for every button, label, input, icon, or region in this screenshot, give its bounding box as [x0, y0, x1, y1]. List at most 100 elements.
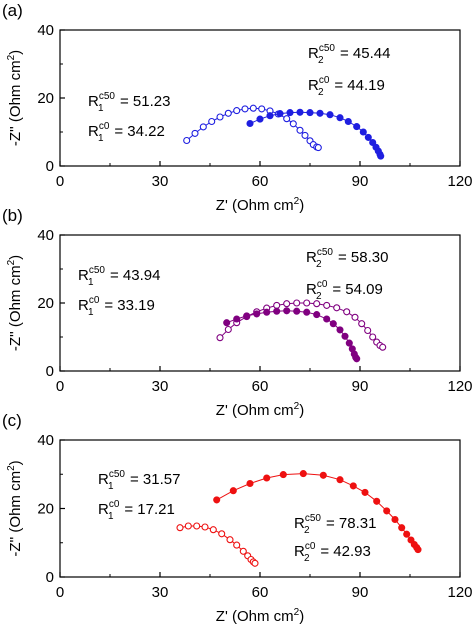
data-point-a-open-4 [216, 113, 224, 121]
data-point-b-filled-10 [323, 315, 331, 323]
data-point-b-filled-4 [263, 308, 271, 316]
y-tick-label-a-0: 0 [46, 158, 54, 175]
x-axis-label-a: Z' (Ohm cm2) [216, 196, 304, 214]
y-tick-label-c-0: 0 [46, 569, 54, 586]
data-point-b-filled-7 [293, 307, 301, 315]
x-tick-label-a-0: 0 [56, 173, 64, 190]
data-point-a-open-2 [199, 123, 207, 131]
data-point-a-filled-18 [377, 152, 385, 160]
data-point-b-open-10 [313, 300, 321, 308]
series-c-filled [213, 470, 422, 554]
data-point-b-filled-3 [253, 310, 261, 318]
y-tick-label-b-0: 0 [46, 363, 54, 380]
data-point-a-filled-9 [336, 114, 344, 122]
x-tick-label-a-60: 60 [252, 173, 269, 190]
y-tick-label-b-20: 20 [37, 295, 54, 312]
annotation-a-r1-c50: Rc50 1 = 51.23 [88, 91, 170, 114]
data-point-a-filled-5 [296, 108, 304, 116]
x-tick-label-b-0: 0 [56, 378, 64, 395]
y-axis-label-b: -Z'' (Ohm cm2) [6, 255, 24, 351]
data-point-b-filled-0 [223, 319, 231, 327]
series-a-filled [246, 108, 385, 160]
annotation-a-r2-c50: Rc50 2 = 45.44 [308, 43, 390, 66]
x-tick-label-c-60: 60 [252, 584, 269, 601]
data-point-a-filled-6 [306, 109, 314, 117]
x-tick-label-b-90: 90 [352, 378, 369, 395]
data-point-c-filled-9 [361, 488, 369, 496]
data-point-c-filled-18 [414, 546, 422, 554]
data-point-b-open-20 [379, 343, 387, 351]
data-point-a-open-12 [283, 115, 291, 123]
data-point-b-open-16 [364, 326, 372, 335]
data-point-c-filled-13 [398, 524, 406, 532]
data-point-c-filled-5 [299, 470, 307, 478]
data-point-c-filled-10 [373, 497, 381, 505]
annotation-b-r1-c50: Rc50 1 = 43.94 [78, 265, 160, 288]
x-tick-label-c-90: 90 [352, 584, 369, 601]
data-point-a-open-0 [183, 136, 191, 145]
data-point-c-open-2 [193, 522, 201, 530]
data-point-a-filled-13 [364, 133, 372, 141]
y-tick-label-a-40: 40 [37, 22, 54, 39]
series-c-open [176, 522, 259, 567]
data-point-b-filled-6 [283, 307, 291, 315]
data-point-c-open-1 [184, 522, 192, 530]
data-point-b-filled-2 [243, 312, 251, 320]
data-point-c-open-7 [233, 541, 241, 549]
data-point-b-open-15 [358, 320, 366, 328]
data-point-a-filled-7 [316, 109, 324, 117]
data-point-b-filled-9 [313, 311, 321, 319]
annotation-c-r2-c50: Rc50 2 = 78.31 [294, 513, 376, 536]
panel-c: (c) 0 30 60 90 120 0 20 40 Z' (Ohm cm2) -Z'' (Ohm … [2, 411, 473, 625]
data-point-a-filled-2 [266, 112, 274, 120]
data-point-a-open-3 [208, 117, 216, 126]
data-point-b-filled-5 [273, 307, 281, 315]
data-point-b-open-6 [273, 301, 281, 309]
annotation-b-r2-c0: Rc0 2 = 54.09 [306, 279, 383, 302]
data-point-a-filled-14 [369, 138, 377, 147]
data-point-a-filled-3 [276, 110, 284, 118]
data-point-b-open-13 [343, 308, 351, 316]
annotation-a-r1-c0: Rc0 1 = 34.22 [88, 121, 165, 144]
data-point-a-open-6 [233, 107, 241, 115]
data-point-a-open-19 [314, 144, 322, 152]
data-point-a-open-14 [296, 126, 304, 134]
series-b-open [216, 299, 387, 351]
data-point-b-open-7 [283, 300, 291, 308]
data-point-b-filled-12 [336, 326, 344, 334]
series-a-open [183, 104, 322, 152]
data-point-b-open-11 [323, 301, 331, 309]
panel-label-c: (c) [2, 411, 22, 430]
data-point-c-filled-3 [263, 474, 271, 482]
x-tick-label-a-90: 90 [352, 173, 369, 190]
x-tick-label-a-30: 30 [152, 173, 169, 190]
data-point-b-open-0 [216, 334, 224, 342]
data-point-a-filled-11 [353, 123, 361, 131]
data-point-b-open-17 [369, 333, 377, 341]
data-point-b-filled-1 [233, 315, 241, 323]
data-point-c-open-4 [209, 526, 217, 534]
data-point-c-open-0 [176, 524, 184, 532]
data-point-c-open-8 [239, 547, 247, 555]
y-axis-label-a: -Z'' (Ohm cm2) [6, 50, 24, 146]
data-point-a-open-7 [241, 105, 249, 113]
series-line-b-open [219, 302, 383, 348]
data-point-b-open-8 [293, 299, 301, 307]
annotation-c-r1-c50: Rc50 1 = 31.57 [98, 469, 180, 492]
x-tick-label-b-120: 120 [447, 378, 472, 395]
data-point-a-filled-8 [326, 111, 334, 119]
data-point-c-filled-11 [383, 507, 391, 515]
data-point-a-filled-1 [256, 115, 264, 123]
data-point-a-open-15 [301, 131, 309, 139]
data-point-c-filled-4 [279, 471, 287, 479]
data-point-a-open-8 [249, 104, 257, 112]
x-tick-label-c-120: 120 [447, 584, 472, 601]
x-tick-label-c-0: 0 [56, 584, 64, 601]
data-point-b-open-9 [303, 299, 311, 307]
data-point-c-filled-14 [403, 530, 411, 538]
data-point-b-open-14 [351, 313, 359, 321]
data-point-c-filled-2 [246, 479, 254, 488]
y-tick-label-a-20: 20 [37, 90, 54, 107]
series-line-c-open [179, 525, 256, 564]
